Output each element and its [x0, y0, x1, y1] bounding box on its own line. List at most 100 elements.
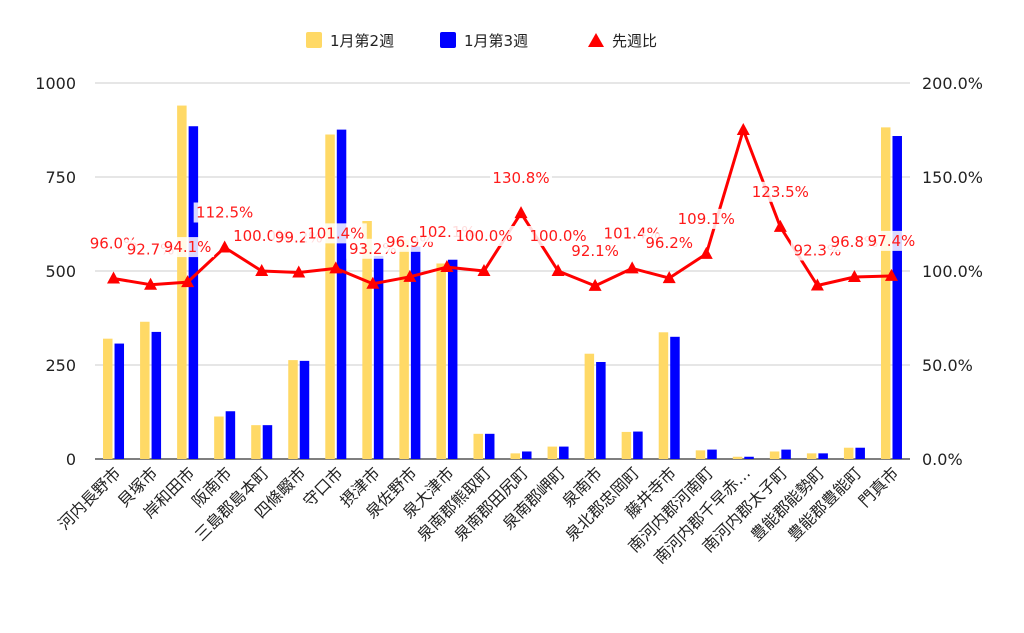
- ratio-point-marker: [403, 269, 417, 282]
- left-axis-ticks: 0 250 500 750 1000: [35, 74, 76, 469]
- ratio-point-marker: [366, 276, 380, 289]
- ratio-data-label: 94.1%: [164, 238, 212, 256]
- data-label-bg: [161, 237, 215, 258]
- legend-label-series-2: 1月第3週: [464, 32, 528, 50]
- x-axis-ticks: 河内長野市貝塚市岸和田市阪南市三島郡島本町四條畷市守口市摂津市泉佐野市泉大津市泉…: [54, 463, 902, 567]
- bar-1月第2週: [658, 332, 669, 459]
- bar-1月第3週: [559, 446, 569, 459]
- ratio-point-marker: [440, 260, 454, 273]
- bar-1月第2週: [103, 338, 113, 459]
- right-tick-label: 100.0%: [922, 262, 983, 281]
- data-label-bg: [749, 181, 812, 202]
- bar-1月第2週: [584, 353, 595, 459]
- bar-1月第2週: [547, 446, 558, 459]
- data-labels: 96.0%92.7%94.1%112.5%100.0%99.2%101.4%93…: [87, 168, 918, 261]
- ratio-point-marker: [810, 278, 824, 291]
- bar-1月第3週: [522, 451, 532, 459]
- bar-1月第2週: [325, 134, 335, 459]
- legend-label-series-3: 先週比: [612, 32, 657, 50]
- left-tick-label: 750: [45, 168, 76, 187]
- data-label-bg: [642, 233, 696, 254]
- bar-1月第2週: [880, 127, 891, 460]
- bar-series: [103, 105, 902, 460]
- ratio-point-marker: [292, 265, 306, 278]
- bar-1月第3週: [299, 360, 310, 459]
- bar-1月第2週: [473, 433, 483, 459]
- right-axis-ticks: 0.0% 50.0% 100.0% 150.0% 200.0%: [922, 74, 983, 469]
- bar-1月第2週: [288, 360, 298, 459]
- bar-1月第2週: [436, 263, 446, 459]
- bar-1月第2週: [769, 451, 780, 459]
- right-tick-label: 200.0%: [922, 74, 983, 93]
- bar-1月第2週: [843, 447, 854, 459]
- ratio-data-label: 100.0%: [529, 227, 586, 245]
- ratio-point-marker: [329, 261, 343, 274]
- bar-1月第2週: [399, 239, 409, 459]
- bar-1月第2週: [695, 450, 706, 459]
- ratio-point-marker: [218, 240, 232, 253]
- bar-1月第3週: [114, 343, 125, 459]
- left-tick-label: 1000: [35, 74, 76, 93]
- ratio-data-label: 97.4%: [868, 232, 916, 250]
- bar-1月第3週: [188, 126, 199, 460]
- ratio-data-label: 109.1%: [678, 210, 735, 228]
- data-label-bg: [864, 230, 918, 251]
- bar-1月第3週: [633, 431, 643, 459]
- bar-1月第3週: [262, 425, 273, 459]
- legend-swatch-series-1: [306, 32, 322, 48]
- left-tick-label: 500: [45, 262, 76, 281]
- ratio-point-marker: [551, 264, 565, 276]
- legend: 1月第2週 1月第3週 先週比: [306, 32, 657, 50]
- right-tick-label: 50.0%: [922, 356, 973, 375]
- ratio-point-marker: [255, 264, 269, 276]
- bar-1月第2週: [621, 431, 632, 459]
- ratio-point-marker: [588, 278, 602, 291]
- bar-1月第3週: [855, 447, 865, 459]
- left-tick-label: 250: [45, 356, 76, 375]
- data-label-bg: [568, 240, 622, 261]
- ratio-point-marker: [477, 264, 491, 276]
- x-tick-label: 門真市: [855, 463, 902, 510]
- grid: [95, 82, 910, 460]
- legend-triangle-icon: [588, 33, 604, 47]
- data-label-bg: [304, 223, 367, 244]
- bar-1月第3週: [670, 336, 680, 459]
- ratio-point-marker: [625, 261, 639, 274]
- ratio-point-marker: [144, 277, 158, 290]
- bar-1月第3週: [336, 129, 347, 459]
- bar-1月第2週: [806, 453, 817, 459]
- bar-1月第2週: [251, 425, 261, 459]
- bar-1月第3週: [596, 361, 606, 459]
- bar-1月第3週: [225, 411, 236, 459]
- ratio-point-marker: [514, 206, 528, 219]
- bar-1月第3週: [707, 449, 717, 459]
- right-tick-label: 150.0%: [922, 168, 983, 187]
- left-tick-label: 0: [66, 450, 76, 469]
- ratio-data-label: 101.4%: [307, 224, 364, 242]
- bar-1月第3週: [744, 456, 754, 459]
- bar-1月第3週: [484, 433, 495, 459]
- ratio-point-marker: [662, 271, 676, 284]
- ratio-point-marker: [736, 123, 750, 135]
- ratio-point-marker: [773, 219, 787, 232]
- bar-1月第3週: [781, 449, 791, 459]
- bar-1月第3週: [373, 255, 384, 459]
- bar-1月第3週: [410, 246, 421, 459]
- bar-1月第3週: [447, 259, 458, 459]
- data-label-bg: [490, 168, 553, 189]
- data-label-bg: [193, 202, 256, 223]
- bar-1月第2週: [362, 220, 372, 459]
- bar-1月第3週: [151, 331, 162, 459]
- ratio-point-marker: [847, 270, 861, 283]
- data-label-bg: [452, 226, 515, 246]
- ratio-data-label: 112.5%: [196, 204, 253, 222]
- bar-1月第2週: [510, 453, 521, 459]
- ratio-point-marker: [699, 246, 713, 259]
- bar-1月第3週: [818, 453, 828, 459]
- bar-1月第2週: [214, 416, 224, 459]
- ratio-point-marker: [107, 271, 121, 284]
- legend-label-series-1: 1月第2週: [330, 32, 394, 50]
- ratio-data-label: 100.0%: [455, 227, 512, 245]
